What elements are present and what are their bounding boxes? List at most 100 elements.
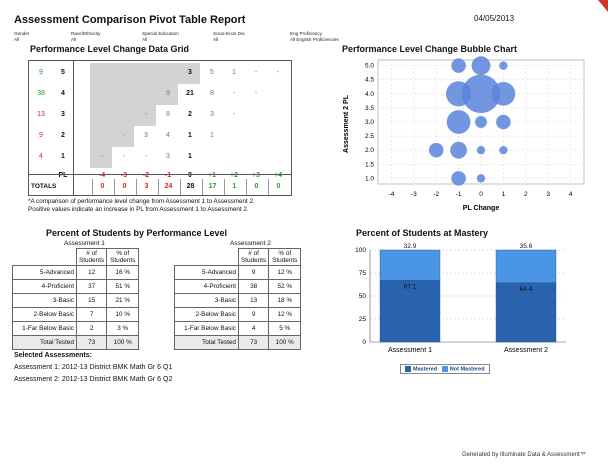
- mastery-bar-label: 64.4: [520, 286, 533, 293]
- grid-cell: 3: [188, 69, 192, 76]
- mastery-bar[interactable]: [379, 249, 441, 281]
- bubble-point[interactable]: [446, 110, 471, 134]
- mastery-title: Percent of Students at Mastery: [356, 228, 489, 238]
- table-cell: 2: [75, 321, 108, 336]
- grid-cell: 1: [188, 132, 192, 139]
- bubble-point[interactable]: [471, 56, 491, 76]
- grid-cell: -: [254, 90, 258, 97]
- bubble-point[interactable]: [476, 174, 486, 183]
- bubble-ytick: 3.5: [365, 105, 374, 112]
- grid-cell: 1: [210, 132, 214, 139]
- bubble-ytick: 2.0: [365, 147, 374, 154]
- report-date: 04/05/2013: [474, 14, 515, 23]
- table-header-cell: [175, 249, 239, 266]
- grid-cell: 3: [210, 111, 214, 118]
- selected-a1: Assessment 1: 2012-13 District BMK Math …: [14, 364, 173, 371]
- mastery-chart: 0 25 50 75 100 67.1 32.9 Assessment 1 64.4 35.6 A…: [355, 243, 566, 354]
- bubble-xtick: 3: [546, 191, 550, 198]
- table-cell: Total Tested: [174, 335, 239, 350]
- mastery-bar[interactable]: [495, 282, 557, 343]
- grid-row-pl: 5: [61, 69, 65, 76]
- bubble-xtick: 1: [502, 191, 506, 198]
- table-row: 2-Below Basic 7 10 %: [12, 307, 140, 322]
- grid-cell: -: [144, 111, 148, 118]
- bubble-ytick: 2.5: [365, 133, 374, 140]
- legend-not-mastered: Not Mastered: [449, 366, 485, 373]
- grid-cell: 1: [232, 69, 236, 76]
- bubble-point[interactable]: [499, 61, 508, 70]
- grid-change-header: -4: [98, 172, 106, 179]
- grid-cell: 8: [166, 111, 170, 118]
- table-cell: 4-Proficient: [174, 279, 239, 294]
- table-row: 3-Basic 15 21 %: [12, 293, 140, 308]
- mastery-bar-label: 67.1: [404, 283, 417, 290]
- a2-level-table: # of Students% of Students 5-Advanced 9 12 …: [174, 248, 302, 350]
- table-row: 4-Proficient 38 52 %: [174, 279, 302, 294]
- bubble-xlabel: PL Change: [463, 205, 500, 212]
- table-cell: 12: [75, 265, 108, 280]
- table-row: 4-Proficient 37 51 %: [12, 279, 140, 294]
- table-cell: 15: [75, 293, 108, 308]
- filter-eng: Eng Proficiency All English Proficiencies: [290, 31, 339, 42]
- grid-cell: 2: [188, 111, 192, 118]
- bubble-point[interactable]: [461, 74, 501, 114]
- bubble-point[interactable]: [451, 58, 466, 73]
- grid-separator: [29, 174, 291, 175]
- bubble-chart: -4 -3 -2 -1 0 1 2 3 4 1.0 1.5 2.0 2.5 3.0 3.5 4.0 4.5 5.…: [343, 56, 585, 212]
- bubble-point[interactable]: [499, 145, 508, 155]
- bubble-point[interactable]: [450, 141, 468, 159]
- table-cell: 3 %: [106, 321, 140, 336]
- grid-row-pl: 4: [61, 90, 65, 97]
- mastery-legend: Mastered Not Mastered: [400, 364, 490, 375]
- table-cell: 9: [237, 307, 270, 322]
- grid-total-cell: 24: [158, 179, 178, 195]
- bubble-point[interactable]: [475, 116, 487, 128]
- grid-row-total: 38: [37, 90, 45, 97]
- bubble-xtick: -2: [433, 191, 439, 198]
- bubble-xtick: 2: [524, 191, 528, 198]
- grid-cell: 21: [186, 90, 194, 97]
- table-cell: 3-Basic: [174, 293, 239, 308]
- mastery-category-label: Assessment 1: [388, 347, 432, 354]
- table-cell: 12 %: [268, 307, 302, 322]
- corner-marker: [598, 0, 608, 12]
- grid-cell: -: [122, 132, 126, 139]
- table-header-cell: [13, 249, 77, 266]
- grid-cell: 9: [166, 90, 170, 97]
- grid-total-cell: 3: [136, 179, 156, 195]
- table-cell: 2-Below Basic: [12, 307, 77, 322]
- bubble-point[interactable]: [491, 81, 516, 106]
- bubble-point[interactable]: [476, 145, 486, 155]
- mastery-bar[interactable]: [495, 249, 557, 283]
- bubble-ytick: 1.0: [365, 175, 374, 182]
- bubble-ytick: 3.0: [365, 119, 374, 126]
- table-header-cell: # of Students: [237, 248, 270, 266]
- grid-total-cell: 17: [202, 179, 222, 195]
- filter-ses: Socio-Econ Dis. All: [213, 31, 246, 42]
- grid-cell: 3: [144, 132, 148, 139]
- table-row: Total Tested 73 100 %: [174, 335, 302, 350]
- grid-row-total: 13: [37, 111, 45, 118]
- grid-cell: -: [254, 69, 258, 76]
- table-cell: 1-Far Below Basic: [12, 321, 77, 336]
- grid-total-cell: 0: [268, 179, 288, 195]
- grid-note: *A comparison of performance level chang…: [28, 198, 255, 213]
- table-cell: 100 %: [268, 335, 302, 350]
- table-cell: 18 %: [268, 293, 302, 308]
- grid-pl-label: PL: [58, 172, 68, 179]
- table-cell: 1-Far Below Basic: [174, 321, 239, 336]
- table-cell: 7: [75, 307, 108, 322]
- bubble-point[interactable]: [428, 142, 444, 158]
- bubble-title: Performance Level Change Bubble Chart: [342, 44, 518, 54]
- table-header-row: # of Students% of Students: [175, 248, 302, 266]
- table-cell: 100 %: [106, 335, 140, 350]
- bubble-point[interactable]: [496, 114, 511, 130]
- grid-change-header: -1: [164, 172, 172, 179]
- bubble-point[interactable]: [451, 171, 466, 186]
- table-cell: 10 %: [106, 307, 140, 322]
- mastery-bar[interactable]: [379, 280, 441, 343]
- table-cell: 16 %: [106, 265, 140, 280]
- grid-row-total: 4: [39, 153, 43, 160]
- grid-total-cell: 0: [92, 179, 112, 195]
- grid-cell: -: [100, 153, 104, 160]
